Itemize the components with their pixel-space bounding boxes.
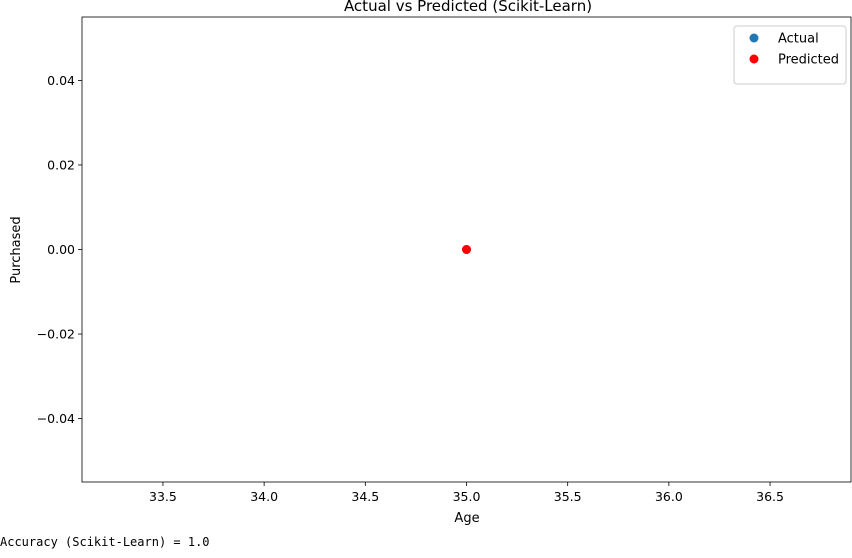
chart-title: Actual vs Predicted (Scikit-Learn) — [344, 0, 592, 15]
x-axis-label: Age — [454, 511, 479, 526]
x-tick-label: 36.0 — [655, 489, 683, 504]
legend-box — [733, 25, 847, 85]
legend-label-actual: Actual — [778, 32, 819, 47]
x-tick-label: 34.0 — [250, 489, 278, 504]
point-predicted — [462, 245, 471, 254]
legend-marker-actual — [749, 33, 759, 43]
x-axis-ticks: 33.5 34.0 34.5 35.0 35.5 36.0 36.5 — [149, 482, 784, 504]
y-tick-label: 0.00 — [47, 242, 75, 257]
legend: Actual Predicted — [733, 25, 847, 85]
y-axis-ticks: −0.04 −0.02 0.00 0.02 0.04 — [37, 73, 82, 426]
accuracy-output: Accuracy (Scikit-Learn) = 1.0 — [0, 535, 210, 549]
y-tick-label: −0.02 — [37, 327, 75, 342]
x-tick-label: 34.5 — [351, 489, 379, 504]
y-tick-label: −0.04 — [37, 411, 75, 426]
y-axis-label: Purchased — [9, 216, 24, 283]
legend-label-predicted: Predicted — [778, 53, 839, 68]
x-tick-label: 35.0 — [453, 489, 481, 504]
data-points — [462, 245, 471, 254]
x-tick-label: 33.5 — [149, 489, 177, 504]
x-tick-label: 36.5 — [756, 489, 784, 504]
x-tick-label: 35.5 — [554, 489, 582, 504]
y-tick-label: 0.04 — [47, 73, 75, 88]
y-tick-label: 0.02 — [47, 157, 75, 172]
legend-marker-predicted — [749, 54, 759, 64]
scatter-chart: Actual vs Predicted (Scikit-Learn) 33.5 3… — [9, 0, 852, 526]
